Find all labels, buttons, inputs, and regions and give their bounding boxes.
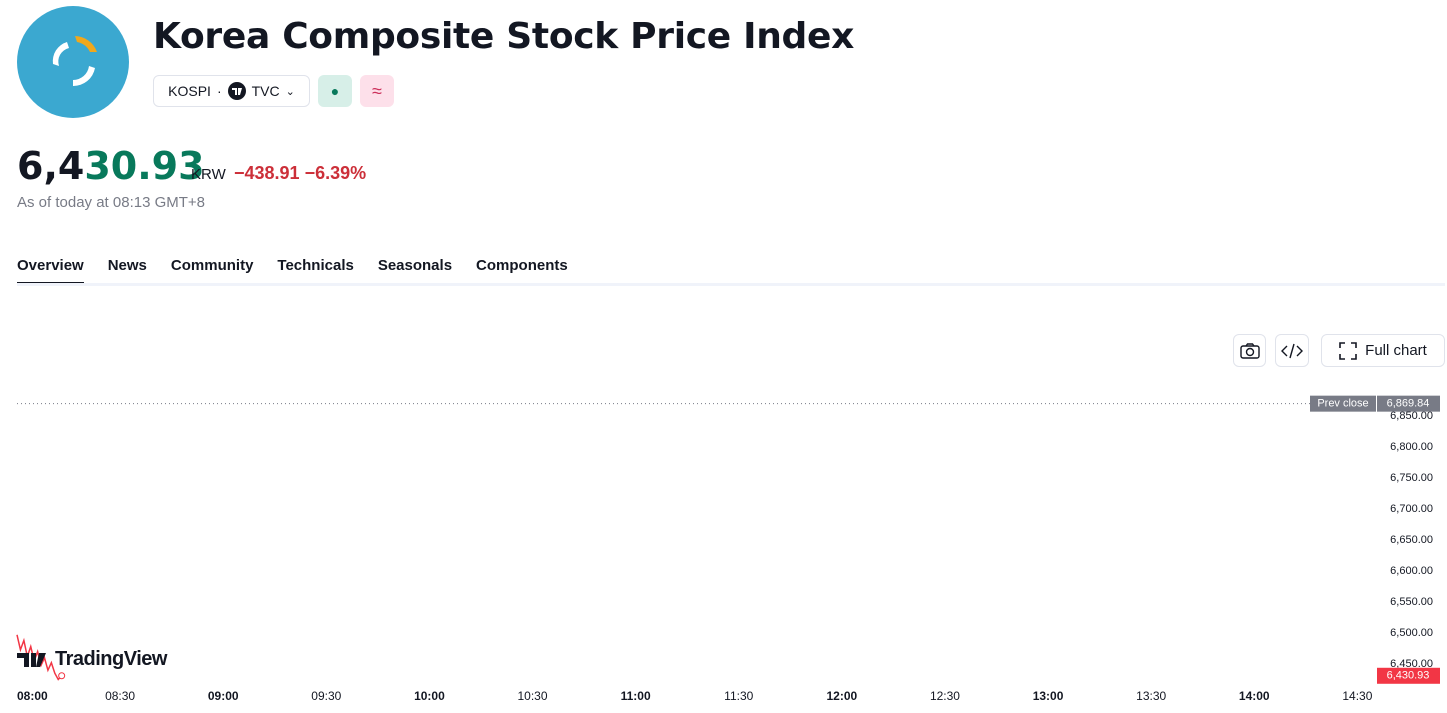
- x-tick-label: 08:30: [105, 689, 135, 703]
- snapshot-button[interactable]: [1233, 334, 1266, 367]
- tab[interactable]: Technicals: [277, 257, 354, 274]
- last-price-label: 6,430.93: [1387, 670, 1430, 682]
- tab[interactable]: Components: [476, 257, 568, 274]
- x-tick-label: 12:00: [826, 689, 857, 703]
- currency: KRW: [191, 166, 226, 183]
- change-abs: −438.91: [234, 163, 300, 183]
- prev-close-value-tag: [1377, 395, 1440, 412]
- y-tick-label: 6,450.00: [1390, 658, 1433, 670]
- tabs: Overview News Community Technicals Seasonals…: [17, 257, 568, 285]
- full-chart-button[interactable]: Full chart: [1321, 334, 1445, 367]
- price-part: 30.93: [84, 144, 205, 188]
- price-part: 6,4: [17, 144, 85, 188]
- x-tick-label: 10:30: [518, 689, 548, 703]
- symbol: KOSPI: [168, 83, 211, 99]
- brand-name: TradingView: [55, 648, 167, 670]
- last-point: [58, 672, 66, 680]
- prev-close-label: Prev close: [1317, 398, 1368, 410]
- y-tick-label: 6,600.00: [1390, 565, 1433, 577]
- tab[interactable]: Community: [170, 257, 254, 274]
- y-tick-label: 6,650.00: [1390, 534, 1433, 546]
- brand: TradingView: [17, 648, 167, 671]
- logo: [17, 6, 129, 118]
- change: −438.91 −6.39%: [234, 163, 366, 184]
- tv-icon: [227, 82, 246, 100]
- change-pct: −6.39%: [304, 163, 367, 183]
- symbol-selector[interactable]: KOSPI · TVC ⌄: [153, 75, 310, 107]
- x-tick-label: 10:00: [414, 689, 445, 703]
- y-tick-label: 6,800.00: [1390, 441, 1433, 453]
- as-of: As of today at 08:13 GMT+8: [17, 194, 206, 211]
- x-tick-label: 14:00: [1239, 689, 1270, 703]
- title: Korea Composite Stock Price Index: [153, 16, 855, 57]
- market-status[interactable]: ●: [318, 75, 352, 107]
- x-tick-label: 09:30: [311, 689, 341, 703]
- x-tick-label: 13:30: [1136, 689, 1166, 703]
- tab[interactable]: Seasonals: [377, 257, 453, 274]
- prev-close-tag: [1310, 395, 1376, 412]
- x-tick-label: 12:30: [930, 689, 960, 703]
- exchange: TVC: [251, 83, 280, 99]
- x-tick-label: 09:00: [208, 689, 239, 703]
- x-tick-label: 14:30: [1342, 689, 1372, 703]
- y-tick-label: 6,550.00: [1390, 596, 1433, 608]
- y-tick-label: 6,750.00: [1390, 472, 1433, 484]
- y-tick-label: 6,700.00: [1390, 503, 1433, 515]
- last-price-tag: [1377, 667, 1440, 684]
- x-tick-label: 08:00: [17, 689, 48, 703]
- y-tick-label: 6,500.00: [1390, 627, 1433, 639]
- full-chart-label: Full chart: [1365, 342, 1427, 359]
- delayed-data[interactable]: ≈: [360, 75, 394, 107]
- prev-close-value: 6,869.84: [1387, 398, 1430, 410]
- tab[interactable]: News: [107, 257, 147, 274]
- x-tick-label: 11:30: [724, 689, 753, 703]
- embed-button[interactable]: [1275, 334, 1309, 367]
- x-tick-label: 11:00: [621, 689, 651, 703]
- price: 6,430.93: [17, 144, 205, 188]
- y-tick-label: 6,850.00: [1390, 410, 1433, 422]
- tab-rule: [17, 283, 1445, 286]
- x-tick-label: 13:00: [1033, 689, 1064, 703]
